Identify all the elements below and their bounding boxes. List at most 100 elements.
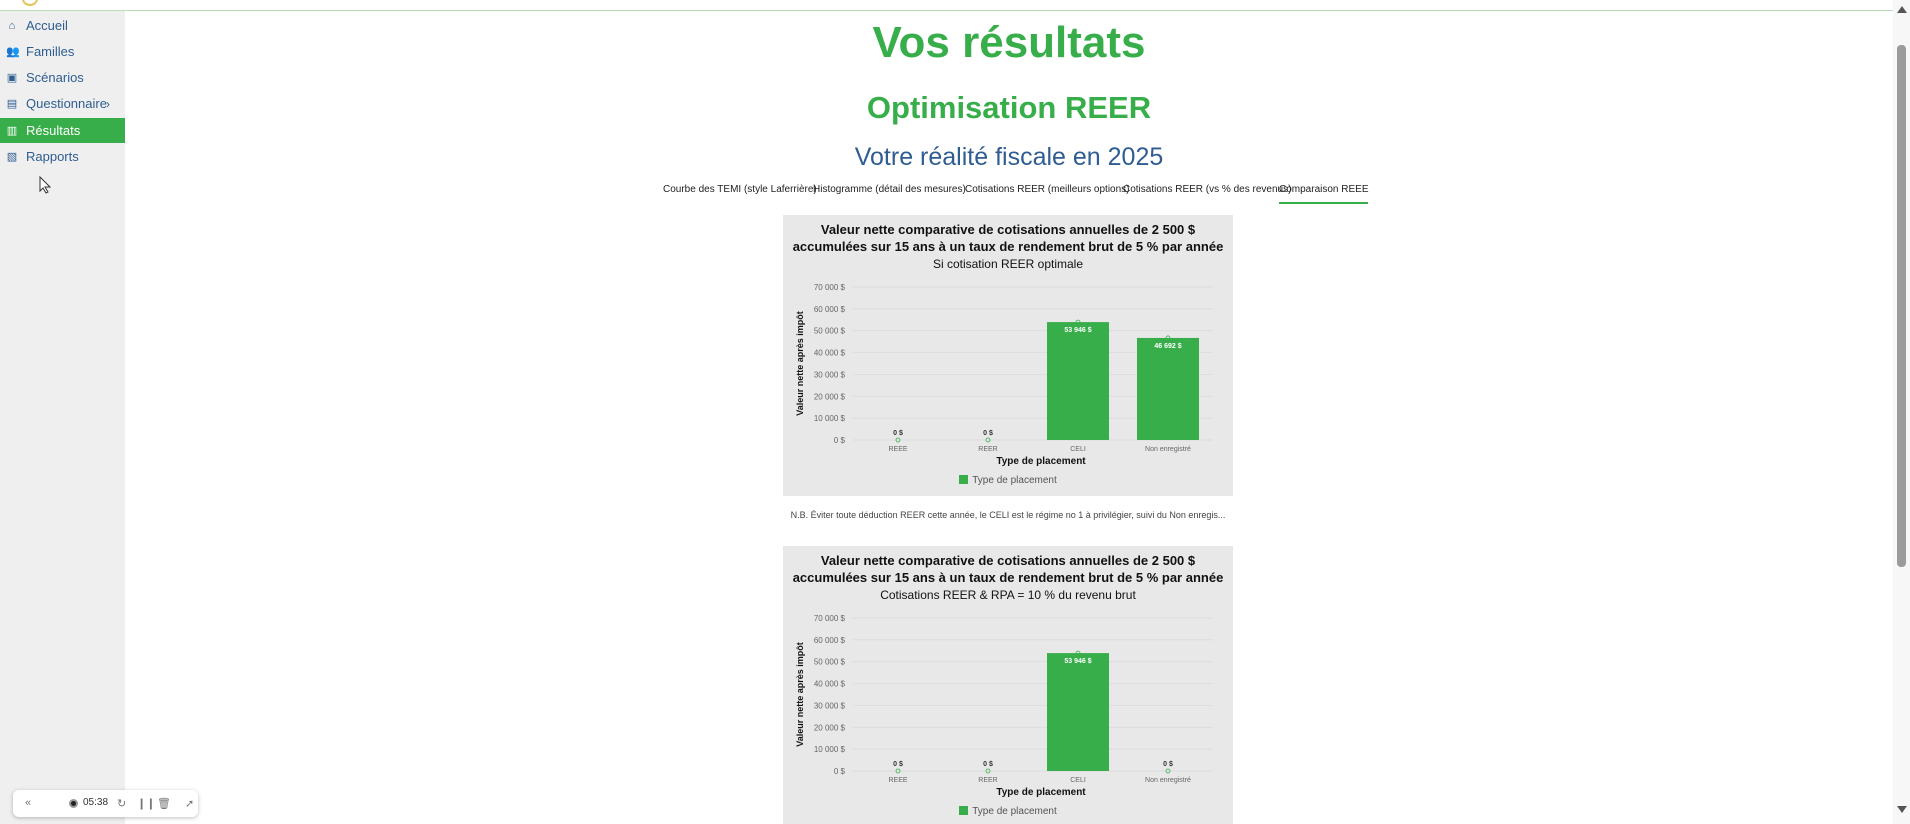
chart-legend[interactable]: Type de placement (783, 806, 1233, 817)
chart-subtitle: Si cotisation REER optimale (932, 257, 1084, 271)
section-subtitle: Votre réalité fiscale en 2025 (854, 143, 1164, 171)
data-point (895, 768, 901, 774)
sidebar-item-scenarios[interactable]: ▣ Scénarios (0, 65, 125, 90)
tab-cotisations-revenus[interactable]: Cotisations REER (vs % des revenus) (1123, 184, 1292, 195)
legend-swatch (959, 475, 969, 484)
result-tabs: Courbe des TEMI (style Laferrière) Histo… (0, 184, 1893, 204)
y-axis-label: Valeur nette après impôt (795, 642, 805, 747)
page-title: Vos résultats (872, 18, 1146, 67)
sidebar-item-accueil[interactable]: ⌂ Accueil (0, 13, 125, 38)
x-axis-label: Type de placement (996, 787, 1086, 798)
data-label: 53 946 $ (1064, 658, 1091, 665)
mouse-cursor-icon (39, 176, 51, 194)
scrollbar[interactable] (1893, 0, 1910, 824)
data-label: 0 $ (893, 430, 903, 437)
document-icon: ▤ (6, 97, 18, 110)
data-point (1075, 319, 1081, 325)
sidebar-item-label: Scénarios (26, 70, 84, 85)
data-label: 53 946 $ (1064, 327, 1091, 334)
chart-title-line1: Valeur nette comparative de cotisations … (820, 553, 1196, 568)
sidebar-item-label: Familles (26, 44, 75, 59)
advice-note: N.B. Éviter toute déduction REER cette a… (790, 510, 1226, 520)
legend-label: Type de placement (972, 475, 1057, 486)
recorder-toolbar: « 05:38 ↻ ❙❙ 🗑 ➚ (13, 790, 198, 817)
home-icon: ⌂ (8, 19, 16, 32)
y-tick-label: 60 000 $ (814, 636, 846, 645)
sidebar-item-questionnaire[interactable]: ▤ Questionnaire › (0, 91, 125, 116)
y-tick-label: 10 000 $ (814, 414, 846, 423)
legend-swatch (959, 806, 969, 815)
bar-celi (1047, 322, 1109, 440)
bar-non-enregistré (1137, 337, 1199, 440)
x-tick-label: CELI (1070, 446, 1086, 453)
y-tick-label: 0 $ (834, 436, 846, 445)
sidebar-item-label: Questionnaire (26, 96, 107, 111)
tab-cotisations-meilleurs[interactable]: Cotisations REER (meilleurs options) (965, 184, 1130, 195)
tab-histogramme[interactable]: Histogramme (détail des mesures) (813, 184, 966, 195)
pause-icon[interactable]: ❙❙ (137, 798, 156, 810)
x-tick-label: REER (978, 777, 997, 784)
logo-icon (22, 0, 38, 6)
y-tick-label: 40 000 $ (814, 680, 846, 689)
data-label: 46 692 $ (1154, 343, 1181, 350)
tab-courbe-temi[interactable]: Courbe des TEMI (style Laferrière) (663, 184, 817, 195)
scroll-up-icon[interactable] (1897, 6, 1907, 13)
y-tick-label: 20 000 $ (814, 723, 846, 732)
bar-chart-icon: ▥ (6, 124, 18, 137)
chart-legend[interactable]: Type de placement (783, 475, 1233, 486)
bar-celi (1047, 653, 1109, 771)
chart-card-optimal: Valeur nette comparative de cotisations … (783, 215, 1233, 496)
sidebar-item-rapports[interactable]: ▧ Rapports (0, 144, 125, 169)
sidebar-item-familles[interactable]: 👥 Familles (0, 39, 125, 64)
y-tick-label: 70 000 $ (814, 614, 846, 623)
y-tick-label: 20 000 $ (814, 392, 846, 401)
bar-chart-ten-percent: 0 $ 10 000 $ 20 000 $ 30 000 $ 40 000 $ 50 00… (795, 614, 1213, 798)
y-tick-label: 60 000 $ (814, 305, 846, 314)
chart-subtitle: Cotisations REER & RPA = 10 % du revenu … (880, 588, 1136, 602)
x-tick-label: Non enregistré (1145, 777, 1191, 784)
y-tick-label: 30 000 $ (814, 370, 846, 379)
data-point (1165, 768, 1171, 774)
data-point (985, 768, 991, 774)
bar-chart-optimal: 0 $ 10 000 $ 20 000 $ 30 000 $ 40 000 $ 50 00… (795, 283, 1213, 467)
sidebar-item-label: Accueil (26, 18, 68, 33)
scroll-thumb[interactable] (1897, 45, 1906, 567)
pointer-icon[interactable]: ➚ (185, 798, 195, 810)
chart-title-line2: accumulées sur 15 ans à un taux de rende… (792, 239, 1224, 254)
x-tick-label: REER (978, 446, 997, 453)
chart-title-line2: accumulées sur 15 ans à un taux de rende… (792, 570, 1224, 585)
data-point (985, 437, 991, 443)
restart-icon[interactable]: ↻ (117, 798, 127, 810)
y-tick-label: 0 $ (834, 767, 846, 776)
data-point (1075, 650, 1081, 656)
sidebar-item-resultats[interactable]: ▥ Résultats (0, 118, 125, 143)
chart-title: Valeur nette comparative de cotisations … (783, 221, 1233, 255)
users-icon: 👥 (6, 45, 20, 58)
chart-title-line1: Valeur nette comparative de cotisations … (820, 222, 1196, 237)
y-tick-label: 50 000 $ (814, 658, 846, 667)
chart-title: Valeur nette comparative de cotisations … (783, 552, 1233, 586)
x-tick-label: CELI (1070, 777, 1086, 784)
data-point (895, 437, 901, 443)
data-label: 0 $ (983, 761, 993, 768)
sidebar-item-label: Rapports (26, 149, 79, 164)
chart-card-ten-percent: Valeur nette comparative de cotisations … (783, 546, 1233, 824)
x-tick-label: Non enregistré (1145, 446, 1191, 453)
trash-icon[interactable]: 🗑 (157, 798, 171, 810)
data-label: 0 $ (893, 761, 903, 768)
record-icon[interactable] (69, 799, 78, 808)
collapse-icon[interactable]: « (25, 797, 32, 809)
tab-comparaison-reee[interactable]: Comparaison REEE (1279, 184, 1369, 204)
x-tick-label: REEE (888, 777, 907, 784)
scroll-down-icon[interactable] (1897, 806, 1907, 813)
x-tick-label: REEE (888, 446, 907, 453)
report-icon: ▧ (6, 150, 18, 163)
sidebar: ⌂ Accueil 👥 Familles ▣ Scénarios ▤ Quest… (0, 11, 125, 824)
y-tick-label: 40 000 $ (814, 349, 846, 358)
data-label: 0 $ (983, 430, 993, 437)
legend-label: Type de placement (972, 806, 1057, 817)
x-axis-label: Type de placement (996, 456, 1086, 467)
y-tick-label: 30 000 $ (814, 701, 846, 710)
recorder-time: 05:38 (83, 797, 109, 808)
top-bar (0, 0, 1893, 11)
